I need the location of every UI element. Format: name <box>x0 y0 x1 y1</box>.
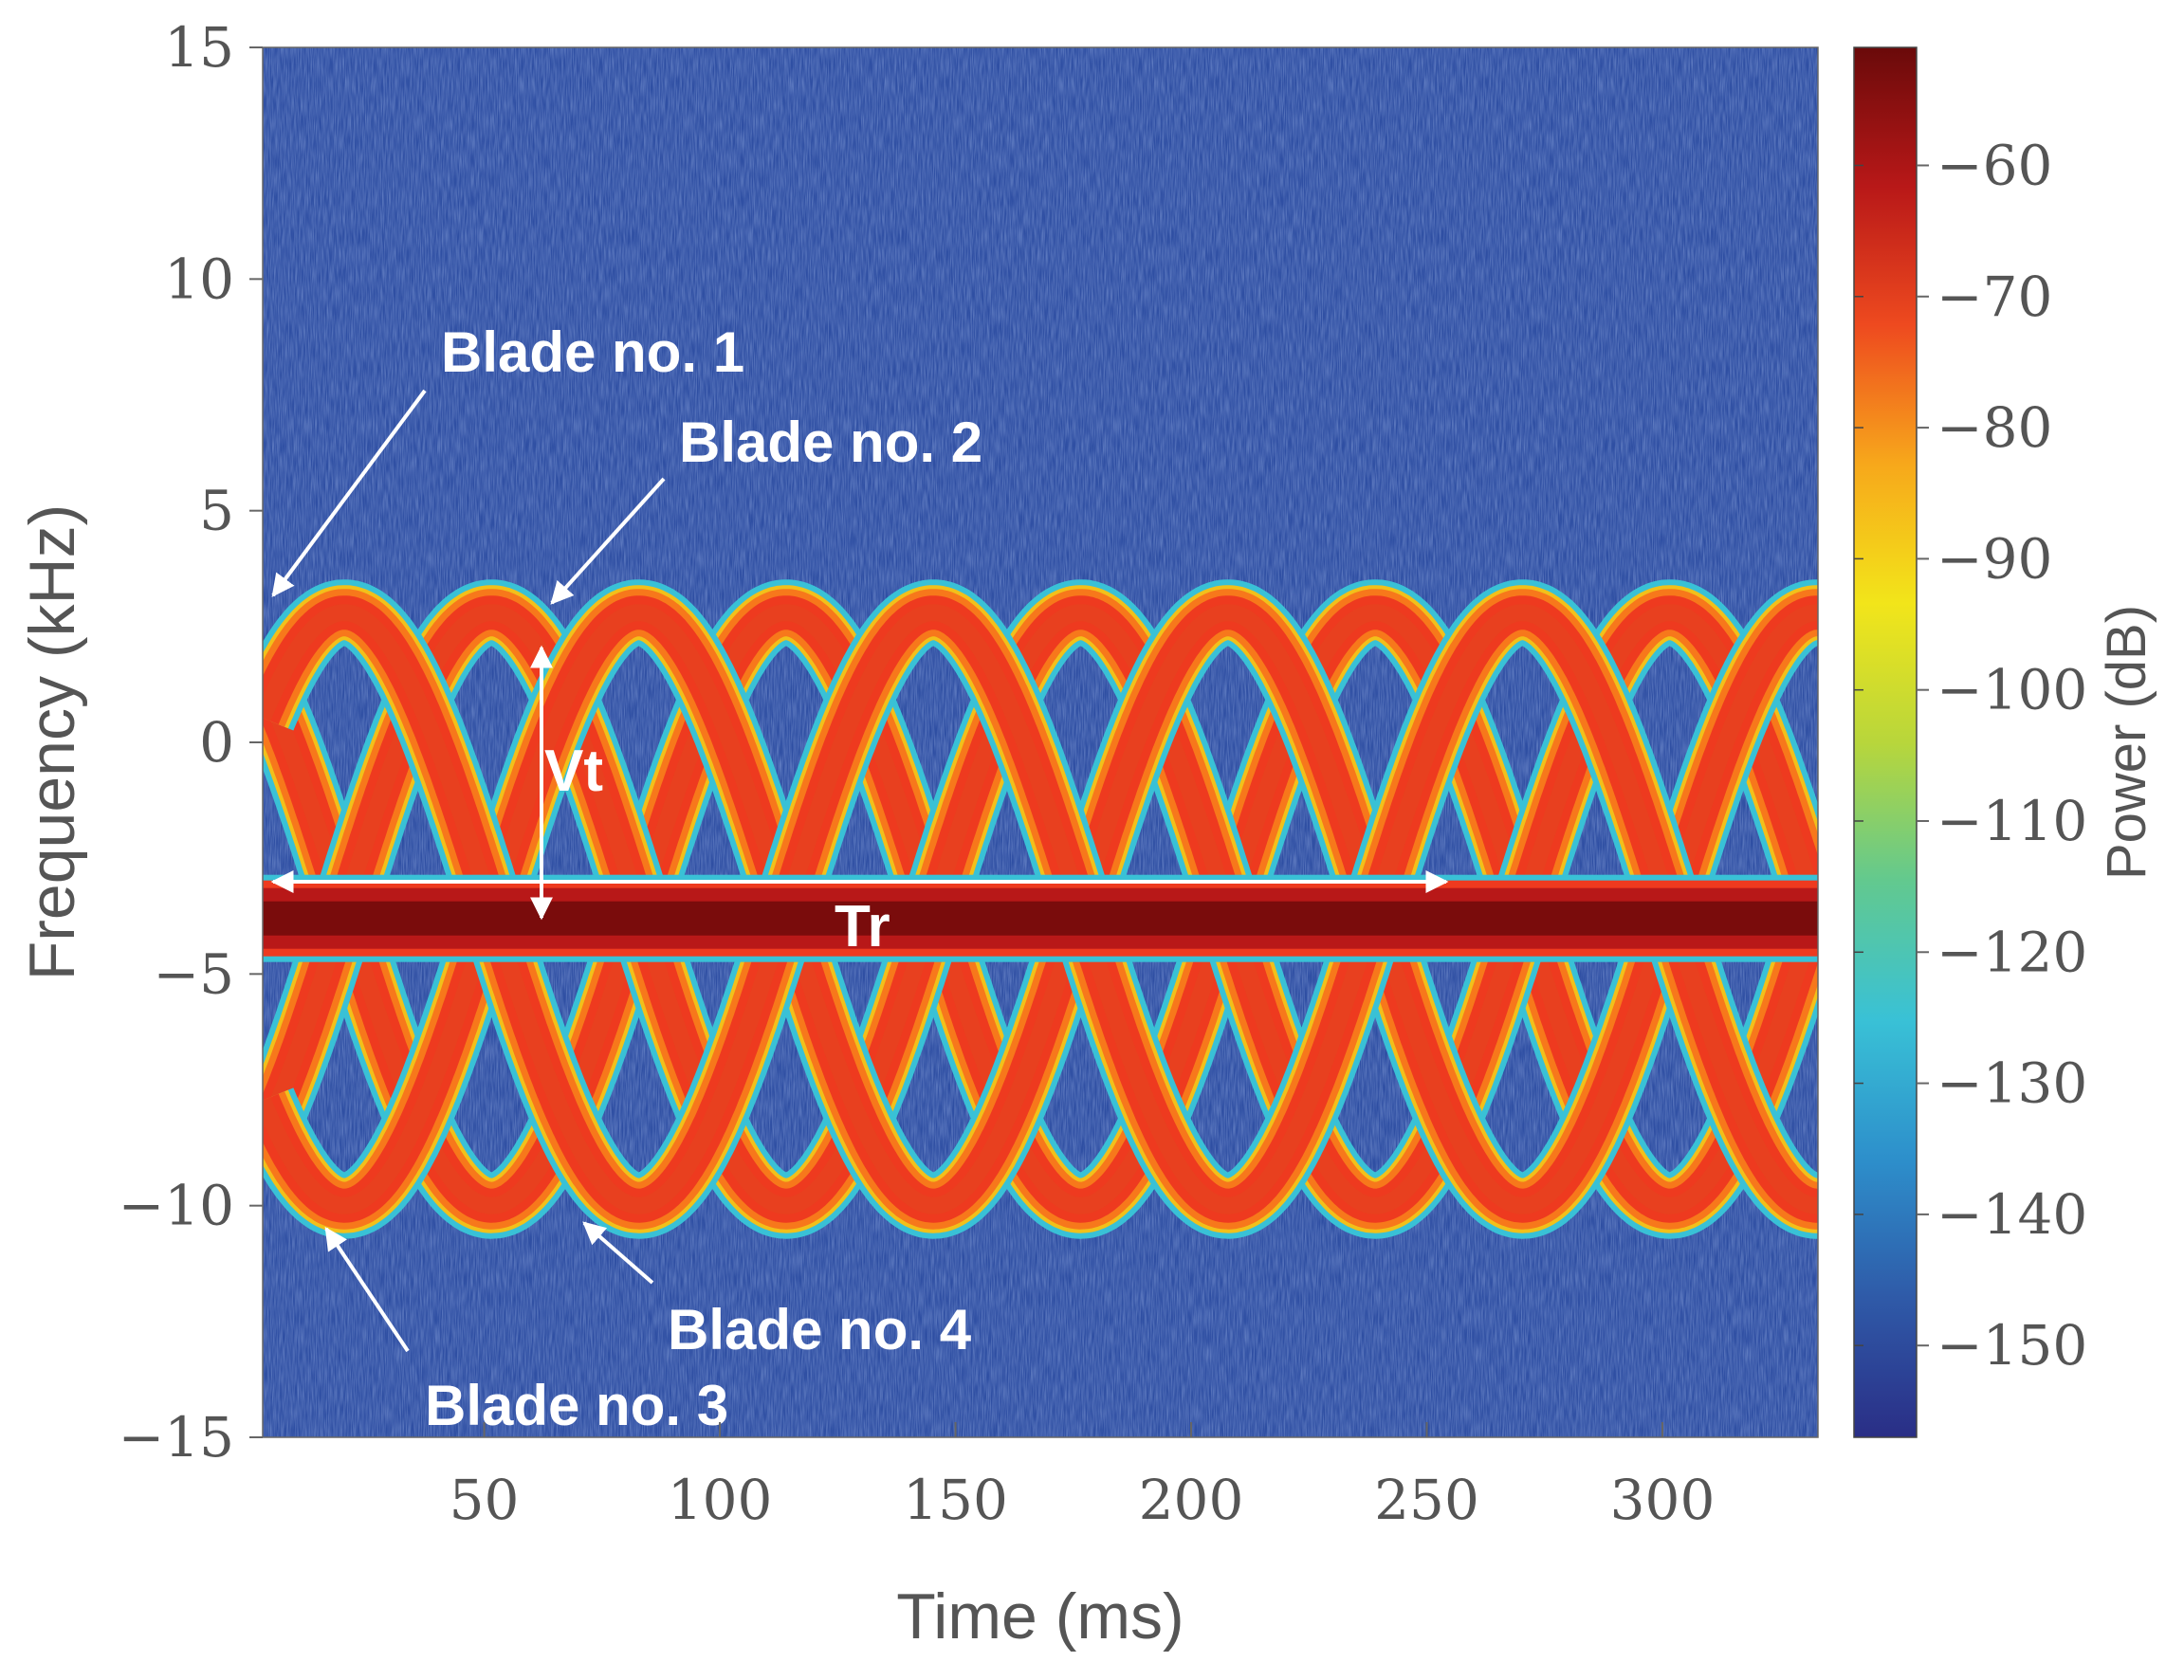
arrow-blade-1 <box>271 389 427 597</box>
colorbar-tick-label: −110 <box>1936 789 2087 853</box>
colorbar: −60 −70 −80 −90 −100 −110 −120 −130 −140 −150 Pow… <box>1853 46 2157 1438</box>
colorbar-tick-label: −130 <box>1936 1051 2087 1116</box>
blade-trace-band <box>263 604 1818 1214</box>
colorbar-tick-label: −100 <box>1936 658 2087 722</box>
y-axis: −15 −10 −5 0 5 10 15 <box>119 15 263 1470</box>
y-axis-label: Frequency (kHz) <box>16 504 88 981</box>
colorbar-tick-label: −70 <box>1936 265 2052 329</box>
annotation-blade-1: Blade no. 1 <box>441 320 744 384</box>
micro-doppler-traces <box>263 579 1818 1239</box>
annotation-tr: Tr <box>835 894 890 959</box>
y-tick-label: −15 <box>119 1405 234 1470</box>
plot-area <box>262 46 1819 1438</box>
y-tick-label: −5 <box>154 941 235 1006</box>
annotation-blade-2: Blade no. 2 <box>679 411 982 474</box>
colorbar-tick-label: −90 <box>1936 526 2052 591</box>
arrow-blade-2 <box>550 477 666 605</box>
y-tick-label: 0 <box>199 710 234 775</box>
colorbar-tick-label: −120 <box>1936 920 2087 984</box>
arrow-blade-3 <box>324 1227 410 1353</box>
blade-trace <box>263 579 1818 1239</box>
blade-trace-band <box>263 604 1818 1214</box>
annotation-blade-3: Blade no. 3 <box>425 1374 728 1437</box>
colorbar-tick-label: −150 <box>1936 1313 2087 1378</box>
colorbar-tick-label: −140 <box>1936 1182 2087 1247</box>
y-tick-label: 5 <box>199 479 234 543</box>
x-tick-label: 50 <box>450 1468 520 1532</box>
annotation-vt: Vt <box>544 739 603 804</box>
x-axis-label: Time (ms) <box>896 1580 1184 1653</box>
x-axis: 50 100 150 200 250 300 <box>450 1422 1716 1532</box>
colorbar-tick-label: −60 <box>1936 133 2052 197</box>
colorbar-gradient <box>1853 46 1918 1438</box>
blade-trace-band <box>263 604 1818 1214</box>
arrow-blade-4 <box>582 1221 654 1285</box>
colorbar-label: Power (dB) <box>2096 605 2157 880</box>
x-tick-label: 300 <box>1610 1468 1716 1532</box>
annotation-blade-4: Blade no. 4 <box>668 1298 972 1361</box>
x-tick-label: 150 <box>903 1468 1008 1532</box>
x-tick-label: 250 <box>1374 1468 1479 1532</box>
blade-trace-band <box>263 604 1818 1214</box>
colorbar-ticks: −60 −70 −80 −90 −100 −110 −120 −130 −140 −150 <box>1854 133 2087 1378</box>
annotations: Blade no. 1 Blade no. 2 Blade no. 3 Blade n… <box>270 320 1449 1437</box>
colorbar-tick-label: −80 <box>1936 395 2052 460</box>
y-tick-label: 10 <box>164 247 234 311</box>
blade-trace <box>263 579 1818 1239</box>
x-tick-label: 100 <box>668 1468 773 1532</box>
y-tick-label: 15 <box>164 15 234 80</box>
body-doppler-line <box>263 874 1818 962</box>
blade-trace <box>263 579 1818 1239</box>
x-tick-label: 200 <box>1139 1468 1244 1532</box>
body-line-center <box>263 901 1818 936</box>
y-tick-label: −10 <box>119 1174 234 1238</box>
blade-trace <box>263 579 1818 1239</box>
